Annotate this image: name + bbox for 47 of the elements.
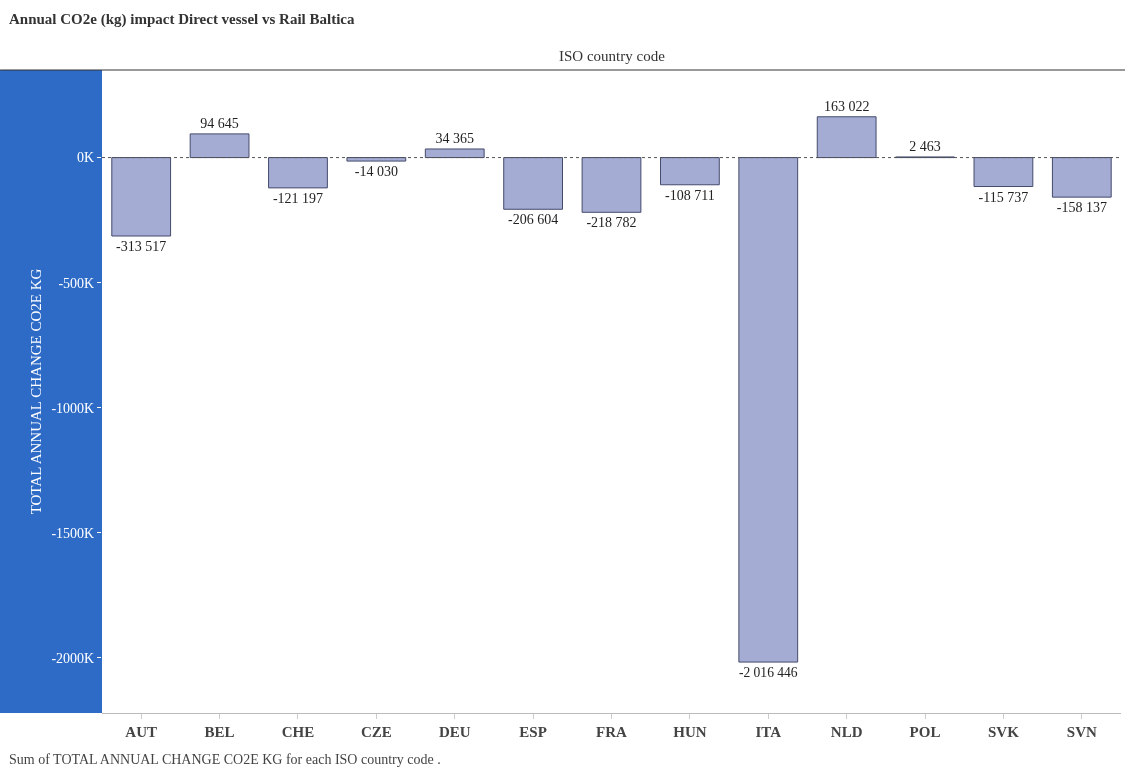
x-tick-label: SVK xyxy=(988,724,1020,740)
x-tick-label: CZE xyxy=(360,724,392,740)
x-tick-label: BEL xyxy=(204,724,235,740)
bar xyxy=(111,157,172,237)
data-label: -115 737 xyxy=(978,189,1029,205)
bar xyxy=(738,157,799,663)
data-label: -14 030 xyxy=(354,164,398,180)
data-label: -206 604 xyxy=(508,212,559,228)
x-tick-label: ITA xyxy=(755,724,782,740)
data-label: -121 197 xyxy=(272,190,324,206)
bar xyxy=(424,148,485,159)
data-label: -2 016 446 xyxy=(738,664,798,680)
data-label: 163 022 xyxy=(823,98,870,114)
x-tick-label: FRA xyxy=(596,724,628,740)
data-label: -158 137 xyxy=(1056,200,1107,216)
bar xyxy=(268,157,328,189)
x-tick-label: CHE xyxy=(281,724,315,740)
chart-title: Annual CO2e (kg) impact Direct vessel vs Rail Baltica xyxy=(9,11,356,29)
x-tick-label: POL xyxy=(909,724,941,740)
data-label: 2 463 xyxy=(909,138,941,154)
data-label: -108 711 xyxy=(665,187,715,203)
y-tick-label: -500K xyxy=(58,275,95,291)
bar xyxy=(816,116,877,159)
y-tick-label: -2000K xyxy=(51,650,95,666)
y-tick-label: -1500K xyxy=(51,525,95,541)
bar xyxy=(581,157,642,213)
x-tick-label: DEU xyxy=(438,724,471,740)
bar xyxy=(346,157,407,162)
y-tick-label: -1000K xyxy=(51,400,95,416)
x-tick-label: SVN xyxy=(1066,724,1097,740)
bar xyxy=(973,157,1034,188)
x-tick-label: ESP xyxy=(519,724,547,740)
x-tick-label: HUN xyxy=(673,724,707,740)
x-tick-label: NLD xyxy=(830,724,863,740)
y-axis-title: TOTAL ANNUAL CHANGE CO2E KG xyxy=(27,268,44,515)
bar xyxy=(189,133,250,159)
y-tick-label: 0K xyxy=(77,150,95,166)
bar xyxy=(503,157,564,210)
data-label: -313 517 xyxy=(116,239,167,255)
bar xyxy=(659,157,720,186)
text: Sum of TOTAL ANNUAL CHANGE CO2E KG for each ISO country code . xyxy=(9,752,441,767)
x-axis-title: ISO country code xyxy=(559,48,666,64)
bar xyxy=(1051,157,1112,198)
data-label: -218 782 xyxy=(586,215,637,231)
data-label: 34 365 xyxy=(435,130,474,146)
data-label: 94 645 xyxy=(200,115,239,131)
x-tick-label: AUT xyxy=(125,724,158,740)
